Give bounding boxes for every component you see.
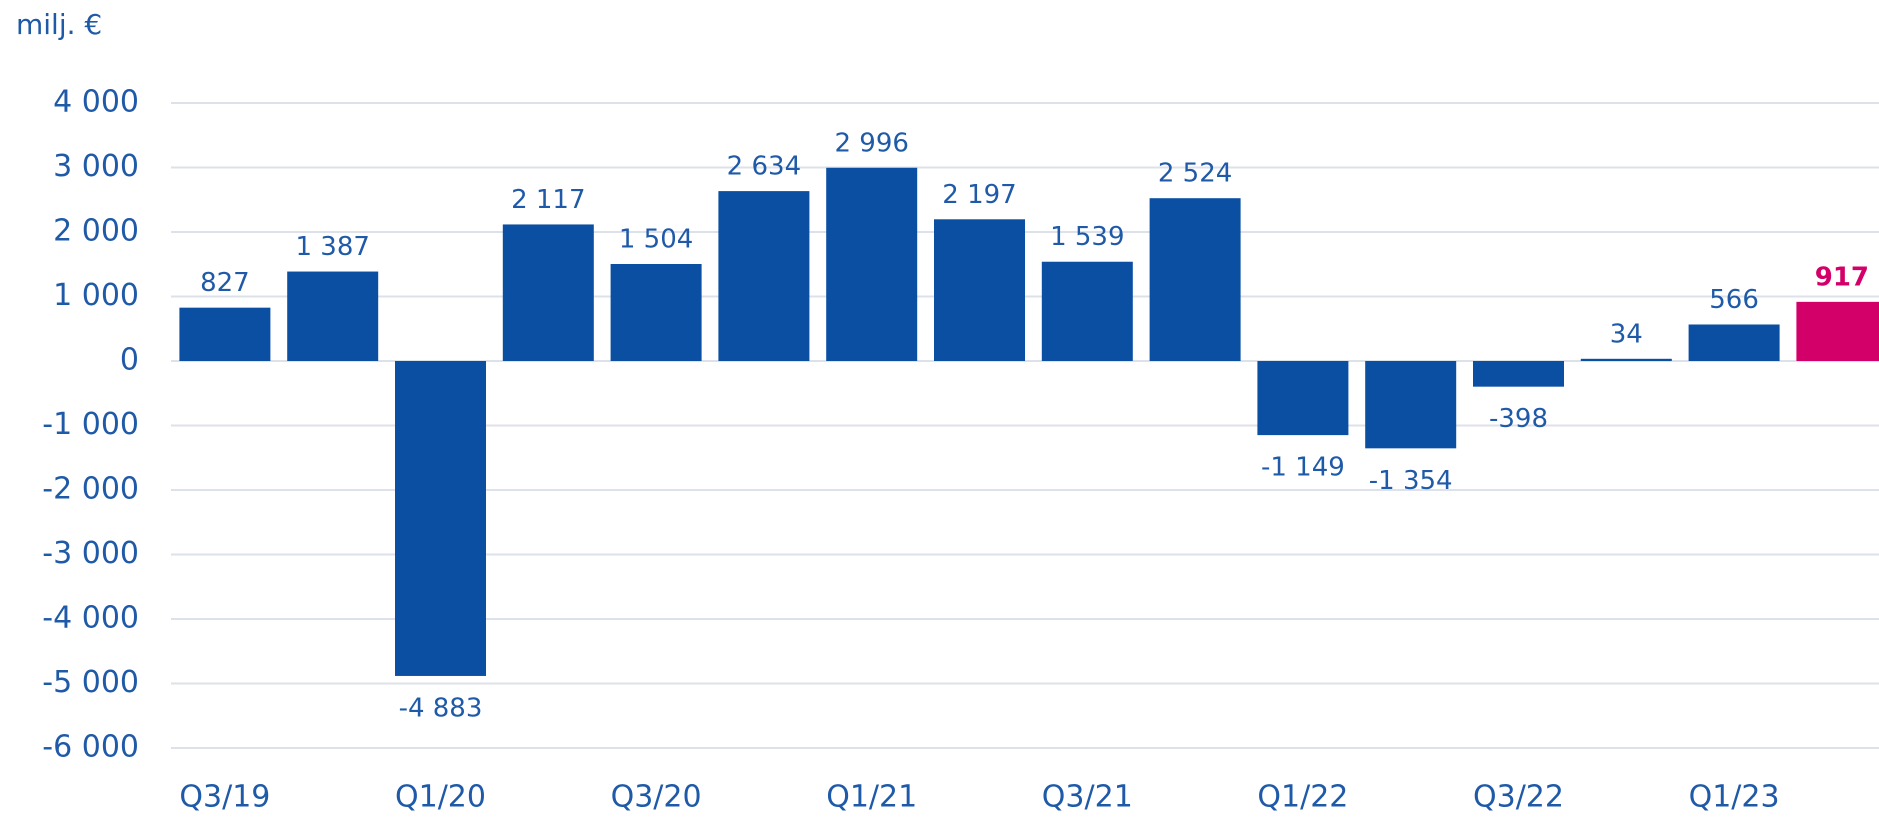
y-tick-label: 2 000: [53, 214, 139, 249]
bar: [395, 361, 486, 676]
y-tick-label: -5 000: [42, 665, 139, 700]
value-label: -398: [1489, 404, 1548, 434]
bar: [287, 271, 379, 361]
y-tick-label: 3 000: [53, 149, 139, 184]
bar: [502, 224, 594, 361]
y-tick-label: -3 000: [42, 536, 139, 571]
y-tick-label: -2 000: [42, 472, 139, 507]
x-tick-label: Q3/21: [1042, 780, 1133, 815]
bar: [1473, 361, 1564, 387]
value-label: 2 197: [942, 180, 1016, 210]
x-tick-label: Q3/20: [611, 780, 702, 815]
bar: [934, 219, 1025, 361]
y-tick-label: 0: [120, 343, 139, 378]
y-tick-label: 1 000: [53, 278, 139, 313]
x-tick-label: Q1/22: [1257, 780, 1348, 815]
bar: [179, 307, 271, 361]
y-tick-label: 4 000: [53, 85, 139, 120]
bar: [1257, 361, 1349, 436]
x-tick-label: Q3/19: [179, 780, 270, 815]
value-label: 917: [1815, 262, 1869, 292]
bar: [718, 191, 810, 361]
x-tick-label: Q1/20: [395, 780, 486, 815]
y-tick-label: -4 000: [42, 601, 139, 636]
bar: [826, 167, 918, 361]
value-label: 2 634: [727, 152, 801, 182]
value-label: 2 996: [834, 128, 908, 158]
value-label: -4 883: [399, 693, 483, 723]
y-tick-label: -1 000: [42, 407, 139, 442]
bar: [1149, 198, 1241, 361]
unit-label: milj. €: [16, 8, 102, 41]
value-label: 2 117: [511, 185, 585, 215]
value-label: 1 504: [619, 224, 693, 254]
y-tick-label: -6 000: [42, 730, 139, 765]
value-label: 1 387: [295, 232, 369, 262]
bar: [1365, 361, 1457, 449]
x-tick-label: Q1/23: [1689, 780, 1780, 815]
bar: [1688, 324, 1780, 361]
x-tick-label: Q3/22: [1473, 780, 1564, 815]
bar: [1041, 261, 1133, 361]
x-tick-label: Q1/21: [826, 780, 917, 815]
value-label: -1 149: [1261, 453, 1345, 483]
value-label: 827: [200, 268, 250, 298]
bar: [1580, 358, 1672, 361]
value-label: 1 539: [1050, 222, 1124, 252]
bar: [1796, 301, 1879, 361]
value-label: 34: [1610, 319, 1643, 349]
bar: [610, 263, 702, 361]
value-label: 2 524: [1158, 159, 1232, 189]
value-label: -1 354: [1369, 466, 1453, 496]
value-label: 566: [1709, 285, 1759, 315]
